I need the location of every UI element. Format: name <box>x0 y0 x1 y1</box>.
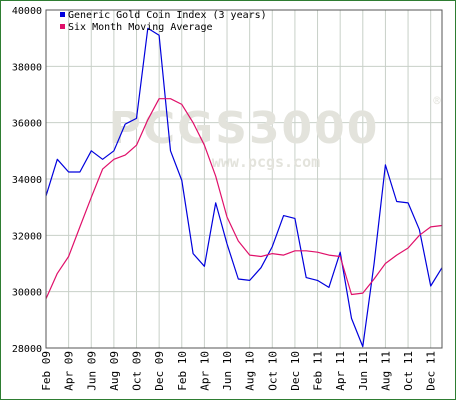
x-tick-label: Dec 10 <box>289 351 302 391</box>
x-tick-label: Dec 11 <box>425 351 438 391</box>
x-tick-label: Oct 10 <box>266 351 279 391</box>
series-line-gold-coin-index <box>45 27 443 348</box>
x-tick-label: Apr 10 <box>198 351 211 391</box>
x-tick-label: Feb 10 <box>176 351 189 391</box>
x-tick-label: Feb 09 <box>40 351 53 391</box>
x-tick-label: Apr 11 <box>334 351 347 391</box>
y-tick-label: 38000 <box>12 62 42 73</box>
x-tick-label: Feb 11 <box>312 351 325 391</box>
y-tick-label: 32000 <box>12 231 42 242</box>
x-tick-label: Dec 09 <box>153 351 166 391</box>
y-tick-label: 28000 <box>12 344 42 355</box>
watermark-registered: ® <box>433 94 441 108</box>
legend-swatch <box>60 24 65 29</box>
x-tick-label: Apr 09 <box>63 351 76 391</box>
x-tick-label: Jun 09 <box>85 351 98 391</box>
x-tick-label: Oct 09 <box>131 351 144 391</box>
series-line-moving-average <box>45 98 443 299</box>
legend-label: Six Month Moving Average <box>68 22 213 33</box>
x-tick-label: Aug 09 <box>108 351 121 391</box>
x-tick-label: Aug 10 <box>244 351 257 391</box>
x-tick-label: Jun 10 <box>221 351 234 391</box>
y-tick-label: 40000 <box>12 6 42 17</box>
watermark-url: www.pcgs.com <box>212 153 320 171</box>
pcgs-watermark: PCGS3000 ® www.pcgs.com <box>109 94 442 171</box>
x-tick-label: Aug 11 <box>379 351 392 391</box>
plot-border <box>45 9 443 349</box>
y-tick-label: 30000 <box>12 288 42 299</box>
x-tick-label: Oct 11 <box>402 351 415 391</box>
legend-label: Generic Gold Coin Index (3 years) <box>68 10 267 21</box>
x-tick-label: Jun 11 <box>357 351 370 391</box>
watermark-brand: PCGS3000 <box>109 103 380 154</box>
legend-swatch <box>60 12 65 17</box>
y-tick-label: 34000 <box>12 175 42 186</box>
y-tick-label: 36000 <box>12 119 42 130</box>
